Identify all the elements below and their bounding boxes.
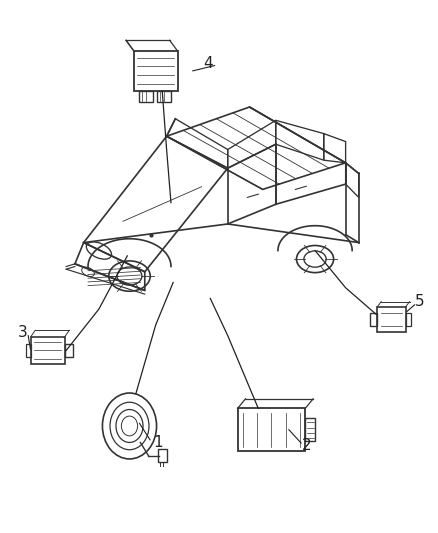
Bar <box>25 344 31 358</box>
Bar <box>134 51 177 91</box>
Text: 4: 4 <box>203 56 213 71</box>
Bar <box>31 337 65 365</box>
Bar <box>157 91 171 102</box>
Bar <box>237 408 305 451</box>
Text: 5: 5 <box>415 294 425 309</box>
Bar <box>377 307 406 333</box>
Bar <box>65 344 73 358</box>
Bar <box>139 91 153 102</box>
Text: 2: 2 <box>301 438 311 453</box>
Bar <box>158 449 167 462</box>
Text: 1: 1 <box>153 435 162 450</box>
Bar <box>370 313 377 326</box>
Text: 3: 3 <box>18 326 28 341</box>
Bar <box>406 313 411 326</box>
Bar <box>305 418 315 441</box>
